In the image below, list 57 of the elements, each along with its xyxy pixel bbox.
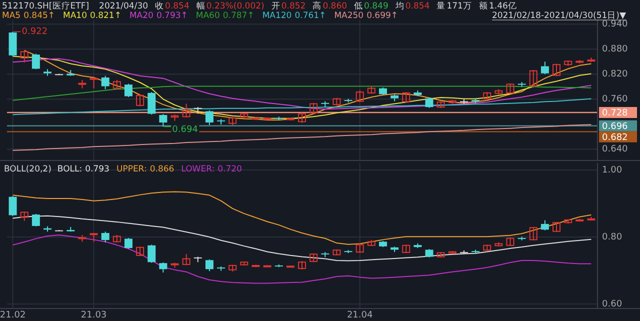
annotation: 0.694 bbox=[172, 125, 198, 136]
annotation: 0.699↑ bbox=[366, 10, 398, 21]
text: 0.860 bbox=[322, 1, 348, 12]
text: 量 bbox=[436, 0, 446, 12]
text: MA120 bbox=[262, 10, 292, 21]
annotation: 0.922 bbox=[22, 27, 48, 38]
text: 开 bbox=[271, 1, 280, 12]
text: 0.854 bbox=[405, 1, 430, 12]
annotation: 0.866 bbox=[150, 164, 174, 174]
text: MA20 bbox=[129, 10, 154, 21]
chart-title: BOLL(20,2) bbox=[4, 164, 52, 174]
x-tick-label: 21.02 bbox=[0, 310, 26, 320]
y-tick-label: 0.60 bbox=[602, 299, 622, 310]
text: LOWER: bbox=[181, 164, 215, 174]
text: 高 bbox=[312, 0, 322, 12]
y-tick-label: 0.80 bbox=[602, 232, 622, 242]
text: BOLL: bbox=[57, 164, 82, 174]
annotation: 2021/02/18-2021/04/30(51日)▼ bbox=[492, 10, 626, 21]
refline-label: 0.728 bbox=[599, 107, 637, 118]
text: 0.849 bbox=[364, 1, 388, 12]
y-tick-label: 0.880 bbox=[602, 44, 628, 55]
text: MA5 bbox=[2, 10, 21, 21]
annotation: 0.793↑ bbox=[156, 10, 188, 21]
annotation: 0.821↑ bbox=[90, 10, 122, 21]
text: 0.23%(0.002) bbox=[206, 1, 264, 12]
ref-line-label: 0.696 bbox=[602, 122, 628, 132]
text: 低 bbox=[354, 0, 364, 12]
ref-line-label: 0.728 bbox=[602, 108, 628, 118]
ref-line-label: 0.682 bbox=[602, 132, 628, 143]
text: 0.854 bbox=[165, 1, 190, 12]
y-tick-label: 0.820 bbox=[602, 70, 628, 80]
text: MA250 bbox=[334, 10, 364, 21]
text: 额 bbox=[478, 0, 488, 12]
text: 均 bbox=[394, 0, 404, 12]
chart-title: 512170.SH[医疗ETF] bbox=[2, 0, 90, 12]
text: 171万 bbox=[446, 1, 472, 12]
text: 收 bbox=[155, 0, 164, 12]
y-tick-label: 1.00 bbox=[602, 165, 622, 176]
text: 幅 bbox=[196, 0, 206, 12]
text: 1.46亿 bbox=[488, 0, 517, 12]
y-tick-label: 0.760 bbox=[602, 94, 628, 105]
annotation: 0.787↑ bbox=[222, 10, 254, 21]
x-tick-label: 21.03 bbox=[80, 310, 107, 320]
annotation: 0.720 bbox=[218, 164, 242, 174]
x-tick-label: 21.04 bbox=[346, 310, 373, 320]
text: MA60 bbox=[196, 10, 220, 21]
annotation: 0.845↑ bbox=[24, 10, 56, 21]
text: MA10 bbox=[63, 10, 87, 21]
annotation: 0.761↑ bbox=[294, 10, 326, 21]
text: 0.852 bbox=[281, 1, 306, 12]
text: 2021/04/30 bbox=[99, 1, 148, 12]
y-tick-label: 0.940 bbox=[602, 20, 628, 30]
y-tick-label: 0.640 bbox=[602, 144, 628, 155]
refline-label: 0.682 bbox=[599, 131, 637, 143]
text: UPPER: bbox=[116, 164, 147, 174]
refline-label: 0.696 bbox=[599, 120, 637, 132]
annotation: 0.793 bbox=[85, 164, 110, 174]
